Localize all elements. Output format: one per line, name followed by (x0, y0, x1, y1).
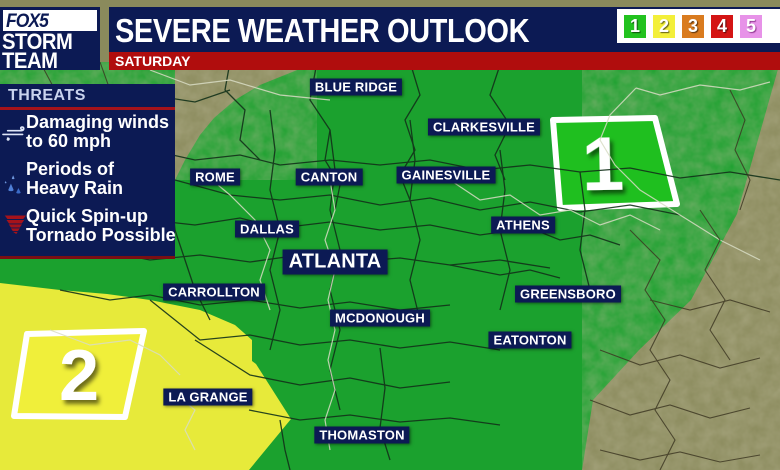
svg-text:1: 1 (581, 122, 625, 208)
svg-text:2: 2 (59, 336, 99, 416)
